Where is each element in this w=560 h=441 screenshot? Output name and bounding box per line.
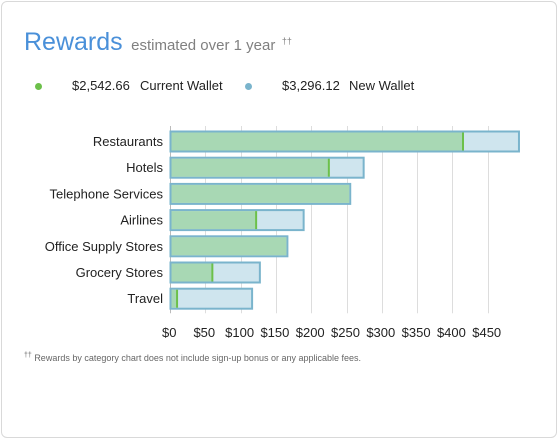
- footnote-mark: ††: [24, 352, 32, 359]
- current-wallet-dot-icon: [35, 83, 42, 90]
- page-title: Rewards: [24, 28, 123, 56]
- x-tick-label: $250: [331, 325, 360, 340]
- dagger-mark: ††: [281, 35, 292, 46]
- category-label: Office Supply Stores: [45, 239, 164, 254]
- bar-new-wallet: [169, 287, 254, 310]
- x-tick-label: $150: [260, 325, 289, 340]
- x-tick-label: $0: [162, 325, 176, 340]
- bar-current-wallet: [171, 289, 177, 308]
- x-tick-label: $200: [296, 325, 325, 340]
- x-tick-label: $300: [366, 325, 395, 340]
- footnote-text: Rewards by category chart does not inclu…: [34, 353, 362, 363]
- bar-current-wallet: [171, 158, 329, 177]
- category-label: Restaurants: [93, 134, 164, 149]
- category-label: Travel: [127, 291, 163, 306]
- footnote: †† Rewards by category chart does not in…: [24, 352, 361, 363]
- x-tick-label: $400: [437, 325, 466, 340]
- page-subtitle: estimated over 1 year: [131, 37, 276, 54]
- category-label: Grocery Stores: [76, 265, 164, 280]
- new-wallet-dot-icon: [245, 83, 252, 90]
- legend-current-label: Current Wallet: [140, 78, 223, 93]
- category-label: Telephone Services: [50, 186, 164, 201]
- legend-new-label: New Wallet: [349, 78, 415, 93]
- bar-current-wallet: [171, 237, 287, 256]
- bar-current-wallet: [171, 211, 256, 230]
- category-label: Hotels: [126, 160, 163, 175]
- category-label: Airlines: [120, 213, 163, 228]
- bar-current-wallet: [171, 184, 350, 203]
- title-row: Rewards estimated over 1 year ††: [24, 28, 292, 57]
- bar-current-wallet: [171, 132, 463, 151]
- bar-current-wallet: [171, 263, 212, 282]
- legend-current-amount: $2,542.66: [72, 78, 130, 93]
- x-tick-label: $350: [402, 325, 431, 340]
- x-tick-label: $100: [225, 325, 254, 340]
- x-tick-label: $450: [472, 325, 501, 340]
- legend-new-amount: $3,296.12: [282, 78, 340, 93]
- x-tick-label: $50: [193, 325, 215, 340]
